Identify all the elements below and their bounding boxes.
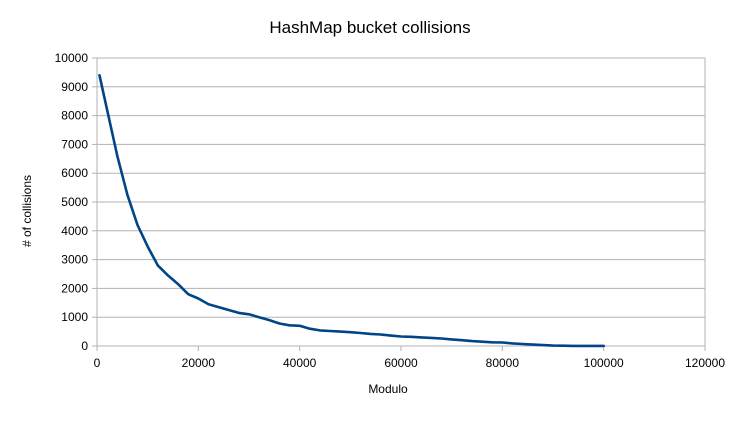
x-tick-label: 60000 <box>384 356 418 370</box>
y-tick-label: 1000 <box>61 310 88 324</box>
x-tick-labels: 0 20000 40000 60000 80000 100000 120000 <box>94 356 726 370</box>
y-tick-label: 8000 <box>61 109 88 123</box>
y-tick-label: 4000 <box>61 224 88 238</box>
y-tick-label: 9000 <box>61 80 88 94</box>
x-axis-label: Modulo <box>368 382 408 396</box>
x-tick-label: 120000 <box>685 356 725 370</box>
y-tick-label: 6000 <box>61 166 88 180</box>
series-line <box>98 74 606 348</box>
x-tick-label: 40000 <box>283 356 317 370</box>
y-tick-label: 2000 <box>61 281 88 295</box>
y-tick-label: 5000 <box>61 195 88 209</box>
grid-lines <box>97 57 706 347</box>
x-tick-label: 20000 <box>182 356 216 370</box>
x-tick-label: 0 <box>94 356 101 370</box>
y-tick-label: 7000 <box>61 137 88 151</box>
y-tick-label: 0 <box>81 339 88 353</box>
x-tick-label: 100000 <box>584 356 624 370</box>
y-tick-label: 10000 <box>55 51 89 65</box>
series-layer <box>98 74 606 348</box>
x-tick-label: 80000 <box>486 356 520 370</box>
y-axis-label: # of collisions <box>20 175 34 247</box>
chart-title: HashMap bucket collisions <box>269 18 470 37</box>
axes <box>92 57 706 351</box>
y-tick-labels: 0 1000 2000 3000 4000 5000 6000 7000 8000 9000 100… <box>55 51 89 353</box>
y-tick-label: 3000 <box>61 253 88 267</box>
